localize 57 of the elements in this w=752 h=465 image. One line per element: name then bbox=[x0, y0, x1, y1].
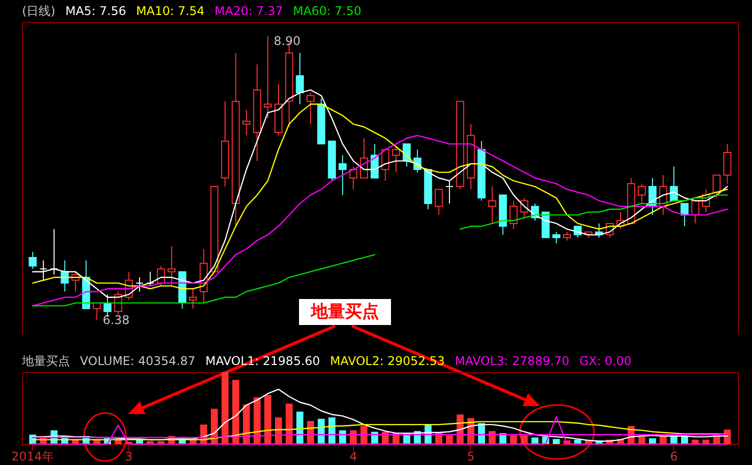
bar bbox=[649, 438, 656, 444]
chart-title: (日线) bbox=[22, 4, 56, 18]
text: MA5: 7.56 bbox=[65, 4, 126, 18]
bar bbox=[328, 417, 336, 444]
bar bbox=[264, 395, 272, 444]
candlestick bbox=[488, 186, 496, 224]
candlestick bbox=[242, 109, 250, 136]
text: MA20: 7.37 bbox=[214, 4, 283, 18]
candlestick bbox=[349, 166, 358, 190]
candlestick bbox=[552, 231, 560, 244]
text: VOLUME: 40354.87 bbox=[80, 354, 196, 368]
candlestick bbox=[381, 149, 390, 182]
text: GX: 0.00 bbox=[579, 354, 632, 368]
bar bbox=[552, 438, 560, 444]
candlestick bbox=[306, 92, 315, 125]
text: MA10: 7.54 bbox=[136, 4, 205, 18]
bar bbox=[296, 412, 304, 444]
text: MA60: 7.50 bbox=[292, 4, 362, 18]
bar bbox=[446, 435, 453, 444]
bar bbox=[510, 435, 518, 444]
candlestick bbox=[136, 276, 144, 292]
chart-title: 地量买点 bbox=[21, 354, 70, 368]
candlestick bbox=[680, 203, 689, 227]
x-tick-label: 4 bbox=[349, 450, 358, 464]
candlestick bbox=[188, 288, 197, 310]
annotation: 8.90 bbox=[274, 34, 301, 48]
candlestick bbox=[723, 143, 732, 184]
x-tick-label: 2014年 bbox=[11, 450, 54, 464]
candlestick bbox=[434, 188, 443, 216]
candlestick bbox=[392, 146, 400, 173]
x-tick-label: 3 bbox=[125, 450, 133, 464]
bar bbox=[724, 430, 731, 444]
candlestick bbox=[39, 260, 48, 281]
candlestick bbox=[296, 52, 304, 105]
candlestick bbox=[168, 246, 176, 286]
bar bbox=[222, 372, 229, 444]
bar bbox=[520, 435, 528, 444]
candlestick bbox=[50, 228, 58, 276]
annotation: 6.38 bbox=[102, 313, 130, 327]
bar bbox=[254, 397, 261, 444]
bar bbox=[531, 438, 538, 444]
x-tick-label: 6 bbox=[670, 450, 678, 464]
x-tick-label: 5 bbox=[467, 450, 475, 464]
bar bbox=[232, 380, 240, 444]
bar bbox=[286, 404, 293, 444]
candlestick bbox=[28, 251, 37, 270]
bar bbox=[638, 436, 646, 444]
annotation: 地量买点 bbox=[310, 302, 379, 322]
text: MAVOL3: 27889.70 bbox=[454, 354, 570, 368]
candlestick bbox=[638, 183, 646, 204]
candlestick bbox=[264, 36, 272, 119]
candlestick bbox=[445, 180, 454, 204]
candlestick bbox=[712, 174, 721, 198]
candlestick bbox=[338, 154, 347, 196]
candlestick bbox=[146, 271, 154, 286]
candlestick bbox=[510, 200, 518, 230]
bar bbox=[360, 426, 368, 444]
